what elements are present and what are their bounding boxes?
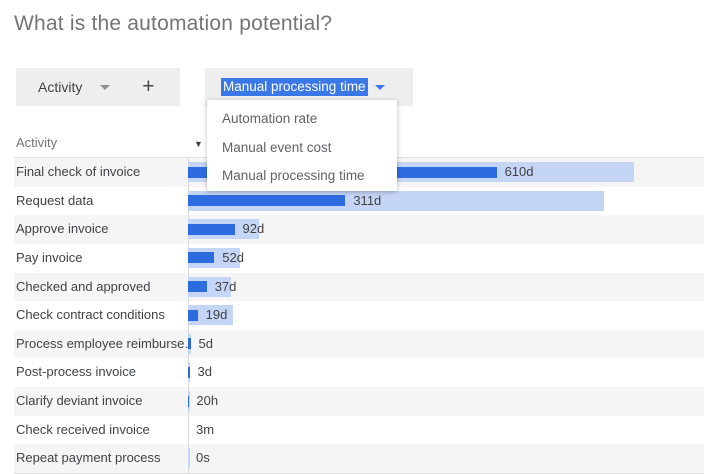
table-row[interactable]: Check received invoice 3m xyxy=(14,416,704,445)
sort-descending-icon: ▼ xyxy=(194,139,203,149)
bar-cell: 5d xyxy=(188,330,704,359)
value-label: 19d xyxy=(206,301,228,330)
bar-cell: 19d xyxy=(188,301,704,330)
manual-time-bar xyxy=(188,252,214,263)
dimension-dropdown-button[interactable]: Activity + xyxy=(16,68,180,106)
table-row[interactable]: Post-process invoice 3d xyxy=(14,358,704,387)
table-row[interactable]: Checked and approved 37d xyxy=(14,273,704,302)
manual-time-bar xyxy=(188,281,207,292)
value-label: 3d xyxy=(198,358,212,387)
table-row[interactable]: Approve invoice 92d xyxy=(14,215,704,244)
activity-label: Post-process invoice xyxy=(14,358,188,387)
value-label: 20h xyxy=(196,387,218,416)
kpi-menu-item[interactable]: Manual event cost xyxy=(207,134,397,163)
manual-time-bar xyxy=(188,310,198,321)
add-column-icon[interactable]: + xyxy=(138,77,158,97)
table-row[interactable]: Pay invoice 52d xyxy=(14,244,704,273)
kpi-menu-item[interactable]: Manual processing time xyxy=(207,162,397,191)
value-label: 37d xyxy=(215,273,237,302)
page-title: What is the automation potential? xyxy=(14,12,332,36)
manual-time-bar xyxy=(188,224,235,235)
column-header-activity[interactable]: Activity xyxy=(16,135,57,150)
value-label: 3m xyxy=(196,416,214,445)
bar-cell: 20h xyxy=(188,387,704,416)
manual-time-bar xyxy=(188,195,345,206)
manual-time-bar xyxy=(188,367,190,378)
bar-cell: 3m xyxy=(188,416,704,445)
value-label: 52d xyxy=(222,244,244,273)
kpi-selected-text: Manual processing time xyxy=(221,78,368,96)
kpi-menu-item[interactable]: Automation rate xyxy=(207,105,397,134)
table-row[interactable]: Repeat payment process 0s xyxy=(14,444,704,473)
activity-label: Repeat payment process xyxy=(14,444,188,473)
value-label: 5d xyxy=(199,330,213,359)
bar-cell: 37d xyxy=(188,273,704,302)
activity-label: Request data xyxy=(14,187,188,216)
bar-cell: 3d xyxy=(188,358,704,387)
manual-time-bar xyxy=(188,338,191,349)
activity-label: Clarify deviant invoice xyxy=(14,387,188,416)
activity-label: Process employee reimburse… xyxy=(14,330,188,359)
table-row[interactable]: Process employee reimburse… 5d xyxy=(14,330,704,359)
value-label: 610d xyxy=(505,158,534,187)
chevron-down-icon xyxy=(375,85,385,90)
activity-label: Checked and approved xyxy=(14,273,188,302)
chevron-down-icon xyxy=(100,85,110,90)
bar-cell: 52d xyxy=(188,244,704,273)
activity-label: Final check of invoice xyxy=(14,158,188,187)
activity-label: Check contract conditions xyxy=(14,301,188,330)
value-label: 0s xyxy=(196,444,210,473)
value-label: 92d xyxy=(243,215,265,244)
table-row[interactable]: Clarify deviant invoice 20h xyxy=(14,387,704,416)
activity-label: Approve invoice xyxy=(14,215,188,244)
activity-label: Pay invoice xyxy=(14,244,188,273)
activity-label: Check received invoice xyxy=(14,416,188,445)
bar-cell: 92d xyxy=(188,215,704,244)
table-row[interactable]: Check contract conditions 19d xyxy=(14,301,704,330)
bar-cell: 0s xyxy=(188,444,704,473)
dimension-dropdown-label: Activity xyxy=(38,79,82,95)
total-time-bar xyxy=(188,448,190,468)
